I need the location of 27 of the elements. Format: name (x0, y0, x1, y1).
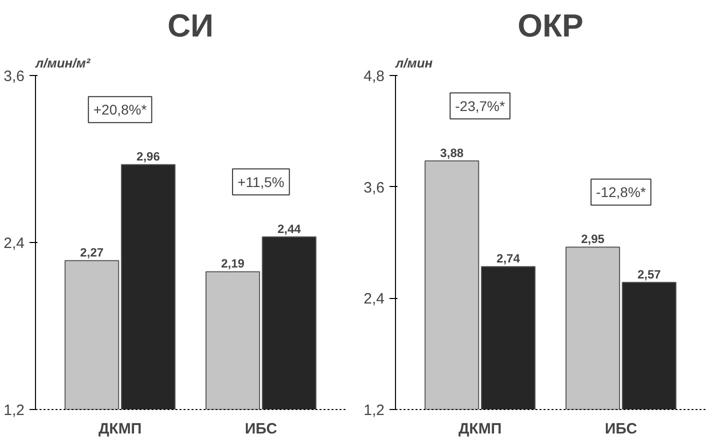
y-tick-label: 1,2 (4, 402, 25, 419)
data-label: 2,96 (136, 150, 160, 164)
data-label: 2,44 (277, 222, 302, 236)
data-label: 2,57 (637, 267, 662, 282)
data-label: 2,19 (221, 256, 245, 271)
x-tick-label: ДКМП (98, 420, 142, 438)
y-tick-label: 3,6 (4, 68, 25, 85)
y-axis-title: л/мин (394, 56, 433, 70)
data-label: 2,27 (80, 246, 104, 260)
annotation: -12,8%* (596, 184, 646, 200)
y-tick-label: 1,2 (364, 402, 385, 419)
y-axis-title: л/мин/м² (34, 56, 91, 70)
data-label: 3,88 (440, 146, 464, 160)
y-tick-label: 3,6 (364, 179, 385, 196)
y-tick-label: 2,4 (364, 290, 385, 308)
x-tick-label: ИБС (604, 420, 638, 438)
annotation: -23,7%* (455, 98, 506, 114)
x-tick-label: ИБС (244, 420, 278, 438)
y-tick-label: 4,8 (364, 68, 385, 85)
data-label: 2,74 (496, 252, 520, 266)
y-tick-label: 2,4 (4, 235, 25, 252)
x-tick-label: ДКМП (458, 420, 502, 438)
annotation: +20,8%* (93, 102, 148, 118)
annotation: +11,5% (238, 174, 284, 190)
chart-title: СИ (167, 8, 214, 44)
chart-title: ОКР (518, 8, 584, 44)
data-label: 2,95 (581, 232, 605, 246)
